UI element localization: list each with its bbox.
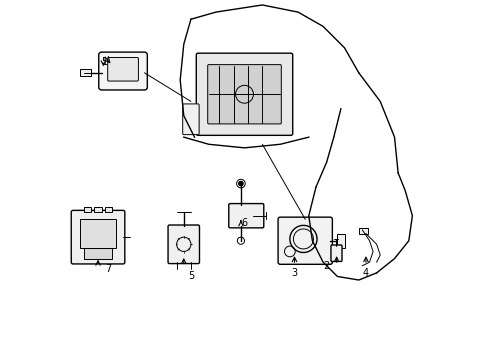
FancyBboxPatch shape (207, 64, 281, 124)
Text: 4: 4 (362, 268, 368, 278)
Circle shape (238, 181, 243, 186)
Text: 7: 7 (105, 264, 112, 274)
Text: 1: 1 (102, 57, 108, 67)
FancyBboxPatch shape (71, 210, 124, 264)
FancyBboxPatch shape (278, 217, 332, 264)
Bar (83, 207, 91, 212)
Bar (80, 219, 116, 248)
Bar (80, 69, 91, 76)
Bar (94, 207, 102, 212)
Bar (83, 248, 112, 258)
Text: 5: 5 (187, 271, 194, 282)
FancyBboxPatch shape (107, 58, 138, 81)
FancyBboxPatch shape (196, 53, 292, 135)
Text: 3: 3 (291, 268, 297, 278)
Text: 2: 2 (323, 261, 329, 271)
Bar (358, 228, 367, 234)
FancyBboxPatch shape (330, 245, 341, 261)
FancyBboxPatch shape (183, 104, 199, 135)
FancyBboxPatch shape (168, 225, 199, 264)
Text: 6: 6 (241, 218, 247, 228)
FancyBboxPatch shape (228, 203, 263, 228)
FancyBboxPatch shape (99, 52, 147, 90)
Bar (105, 207, 112, 212)
Bar (337, 234, 344, 248)
